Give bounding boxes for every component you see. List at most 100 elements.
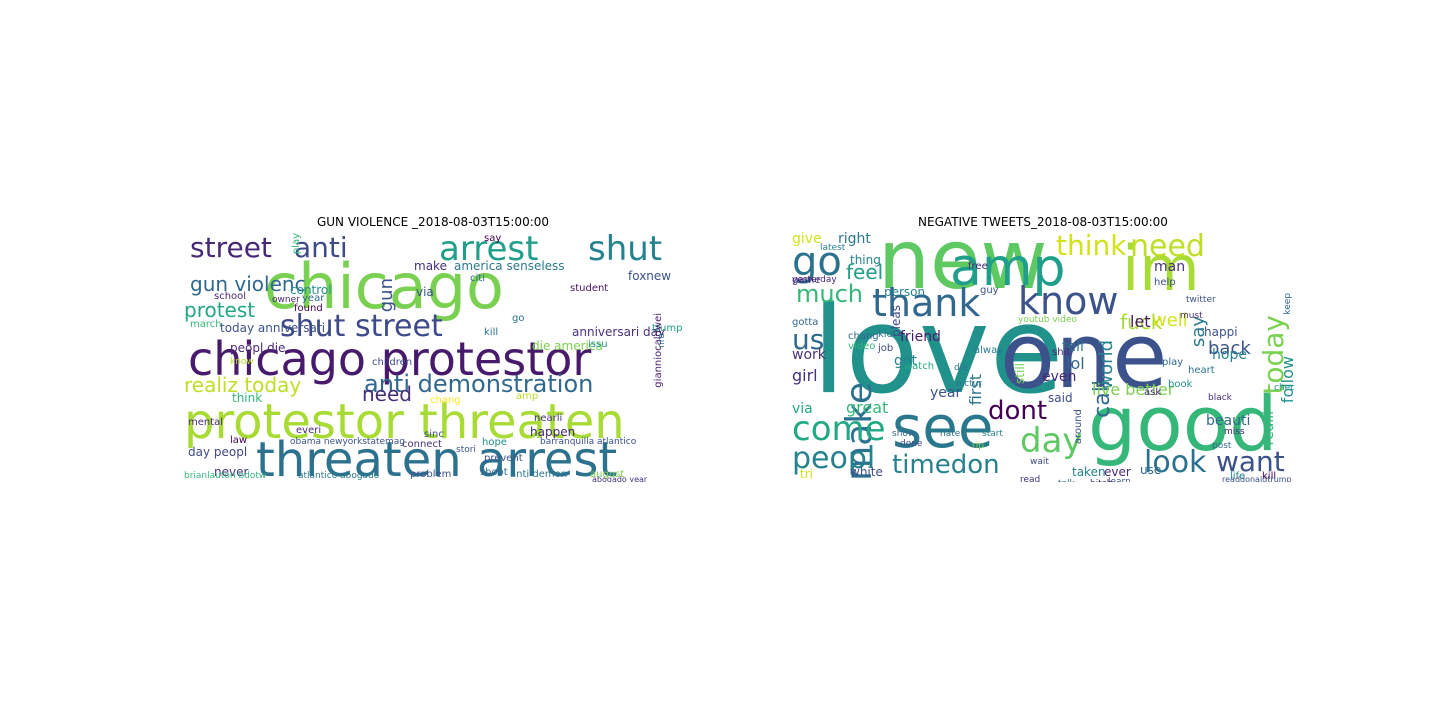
cloud-word: kill: [484, 327, 499, 338]
cloud-word: need: [1130, 232, 1205, 264]
cloud-word: protest: [184, 298, 256, 322]
cloud-word: great: [846, 398, 889, 417]
cloud-word: dont: [988, 396, 1048, 426]
cloud-word: know: [230, 357, 254, 367]
cloud-word: year: [930, 385, 962, 401]
cloud-word: owner: [272, 295, 300, 305]
cloud-word: help: [1154, 277, 1176, 288]
cloud-word: peopl die: [230, 341, 286, 355]
cloud-word: want: [1216, 445, 1285, 478]
cloud-word: heart: [1188, 365, 1215, 376]
cloud-word: beauti: [1206, 413, 1251, 429]
cloud-word: look: [1144, 445, 1207, 480]
cloud-word: job: [878, 343, 894, 354]
cloud-word: shit: [1052, 347, 1071, 358]
cloud-word: never: [214, 465, 249, 479]
cloud-word: school: [214, 291, 247, 302]
cloud-word: even: [1042, 369, 1077, 385]
cloud-word: die america: [532, 339, 603, 353]
cloud-word: anti: [294, 232, 348, 264]
cloud-word: friend: [900, 329, 941, 345]
cloud-word: right: [838, 232, 871, 247]
cloud-word: watch: [904, 361, 935, 372]
cloud-word: black: [1208, 393, 1232, 403]
cloud-word: control: [290, 283, 332, 297]
cloud-word: gianniocaldwei: [653, 313, 664, 388]
cloud-word: read: [1020, 475, 1041, 483]
cloud-word: law: [230, 435, 248, 446]
cloud-word: gotta: [792, 317, 819, 328]
cloud-word: im: [1122, 232, 1200, 305]
cloud-word: alway: [974, 345, 1004, 356]
cloud-word: bitch: [1090, 480, 1112, 483]
cloud-word: fuck: [1120, 310, 1163, 334]
cloud-word: work: [792, 347, 826, 363]
cloud-word: say: [484, 233, 502, 244]
cloud-word: anniversari day: [572, 325, 666, 339]
panel-title-gun-violence: GUN VIOLENCE _2018-08-03T15:00:00: [316, 215, 550, 229]
cloud-word: kill: [1262, 471, 1277, 482]
cloud-word: everi: [296, 425, 322, 436]
cloud-word: timedon: [892, 450, 1000, 480]
cloud-word: free: [968, 261, 988, 272]
cloud-word: around: [1073, 409, 1084, 445]
cloud-word: ever: [1104, 465, 1131, 479]
cloud-word: youtub video: [1018, 315, 1077, 325]
cloud-word: citi: [470, 273, 485, 284]
cloud-word: think: [232, 391, 263, 405]
cloud-word: children: [372, 357, 413, 368]
cloud-word: make: [414, 259, 447, 273]
word-cloud-gun-violence: street anti arrest shut chicago gun gun violen…: [184, 232, 682, 482]
cloud-word: twitter: [1186, 295, 1216, 305]
cloud-word: hope: [482, 437, 507, 448]
cloud-word: think: [1056, 232, 1127, 262]
cloud-word: thing: [850, 253, 881, 267]
cloud-word: march: [190, 319, 222, 330]
cloud-word: keep: [1283, 292, 1293, 315]
cloud-word: see: [892, 393, 994, 461]
cloud-word: love: [812, 282, 1064, 421]
cloud-word: atlantico abogado: [298, 471, 380, 481]
cloud-word: today anniversari: [220, 321, 326, 335]
cloud-word: chicago protestor: [188, 332, 592, 386]
cloud-word: chang: [848, 331, 879, 342]
cloud-word: die: [954, 363, 968, 373]
cloud-word: game: [792, 275, 821, 286]
cloud-word: stori: [456, 445, 476, 455]
cloud-word: day: [1020, 421, 1083, 461]
cloud-word: amp: [950, 238, 1066, 298]
cloud-word: rip: [972, 441, 984, 451]
cloud-word: white: [850, 465, 883, 479]
cloud-word: person: [884, 285, 926, 299]
cloud-word: talk: [1058, 480, 1075, 483]
cloud-word: one: [1000, 304, 1168, 409]
cloud-word: chang: [430, 395, 461, 406]
cloud-word: wait: [1030, 457, 1049, 467]
cloud-word: abogado year: [592, 475, 648, 483]
cloud-word: lol: [1066, 354, 1085, 373]
cloud-word: via: [792, 401, 813, 417]
cloud-word: give: [792, 232, 822, 247]
cloud-word: kid: [878, 329, 893, 340]
cloud-word: let: [1130, 312, 1151, 331]
cloud-word: readdonaldtrump: [1222, 475, 1292, 483]
cloud-word: girl: [792, 366, 818, 385]
cloud-word: shut: [588, 232, 663, 269]
cloud-word: trump: [652, 323, 682, 334]
cloud-word: anti demonstration: [364, 370, 594, 398]
cloud-word: show: [892, 429, 916, 439]
cloud-word: arrest: [439, 232, 539, 269]
cloud-word: got: [894, 353, 917, 369]
cloud-word: sinc: [424, 429, 444, 440]
cloud-word: live better: [1092, 380, 1175, 399]
cloud-word: pictur: [956, 379, 983, 389]
cloud-word: via: [416, 285, 434, 299]
cloud-word: post: [1212, 441, 1232, 451]
cloud-word: know: [1018, 279, 1119, 323]
cloud-word: must: [1180, 311, 1203, 321]
cloud-word: peopl: [792, 441, 876, 476]
cloud-word: much: [796, 280, 863, 308]
cloud-word: issu: [588, 339, 608, 350]
cloud-word: threaten arrest: [256, 432, 618, 482]
cloud-word: us: [792, 323, 825, 356]
